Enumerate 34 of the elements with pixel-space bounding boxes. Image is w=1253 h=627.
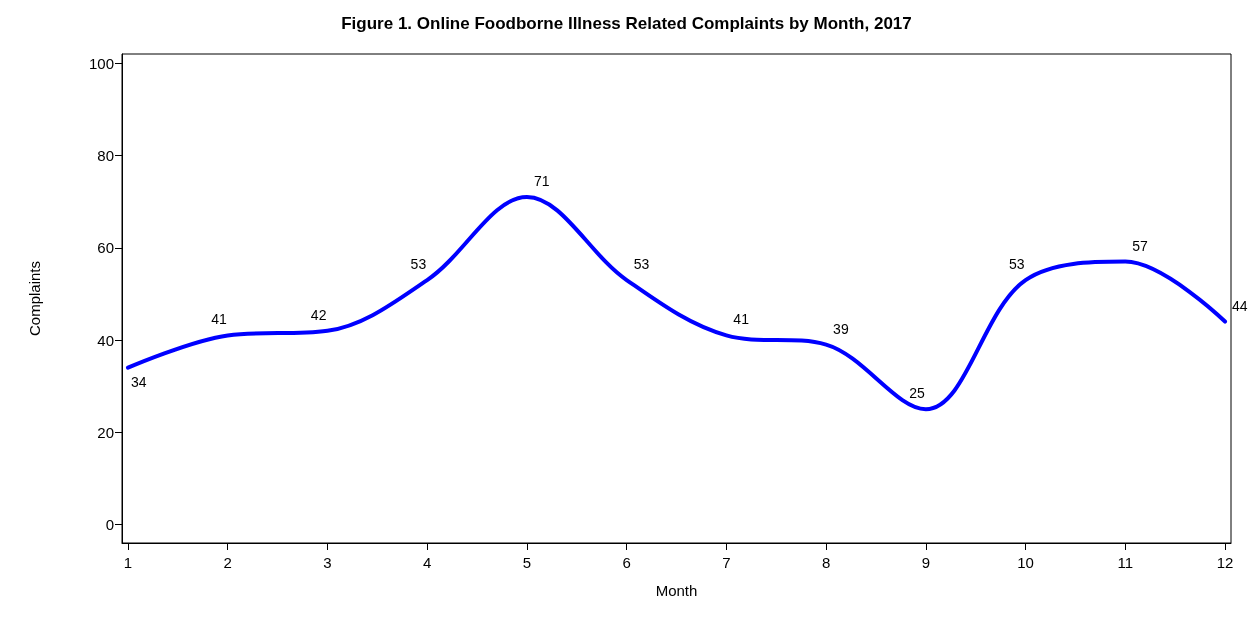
x-tick-label: 2 bbox=[223, 554, 232, 571]
data-label: 57 bbox=[1132, 237, 1149, 254]
y-tick-label: 40 bbox=[97, 331, 114, 349]
data-label: 34 bbox=[130, 373, 147, 390]
x-axis-title: Month bbox=[655, 582, 698, 599]
line-series bbox=[125, 195, 1228, 412]
x-tick-label: 8 bbox=[821, 554, 831, 571]
data-label: 53 bbox=[410, 256, 427, 273]
x-tick-label: 9 bbox=[921, 554, 930, 571]
x-tick-label: 10 bbox=[1017, 554, 1034, 571]
x-tick-label: 12 bbox=[1216, 554, 1234, 571]
data-label: 53 bbox=[633, 256, 650, 273]
x-tick-label: 11 bbox=[1117, 554, 1134, 571]
data-label: 41 bbox=[733, 311, 750, 328]
x-tick-label: 3 bbox=[323, 554, 332, 571]
x-tick-label: 5 bbox=[522, 554, 532, 571]
x-tick-label: 4 bbox=[423, 554, 432, 571]
y-tick-label: 80 bbox=[97, 146, 114, 164]
data-label: 71 bbox=[533, 173, 550, 190]
data-label: 53 bbox=[1008, 256, 1025, 273]
x-tick-label: 1 bbox=[123, 554, 133, 571]
y-tick-label: 0 bbox=[105, 516, 114, 534]
data-label: 44 bbox=[1232, 297, 1248, 314]
data-label: 41 bbox=[211, 311, 227, 328]
chart-title: Figure 1. Online Foodborne Illness Related Complaints by Month, 2017 bbox=[341, 14, 912, 33]
y-tick-label: 60 bbox=[97, 239, 114, 257]
y-tick-label: 100 bbox=[88, 54, 114, 72]
y-axis-title: Complaints bbox=[26, 260, 43, 337]
x-tick-label: 6 bbox=[622, 554, 631, 571]
y-tick-label: 20 bbox=[97, 423, 114, 441]
data-label: 42 bbox=[310, 306, 327, 323]
data-label: 39 bbox=[833, 320, 849, 337]
data-label: 25 bbox=[909, 385, 926, 402]
x-tick-label: 7 bbox=[722, 554, 731, 571]
